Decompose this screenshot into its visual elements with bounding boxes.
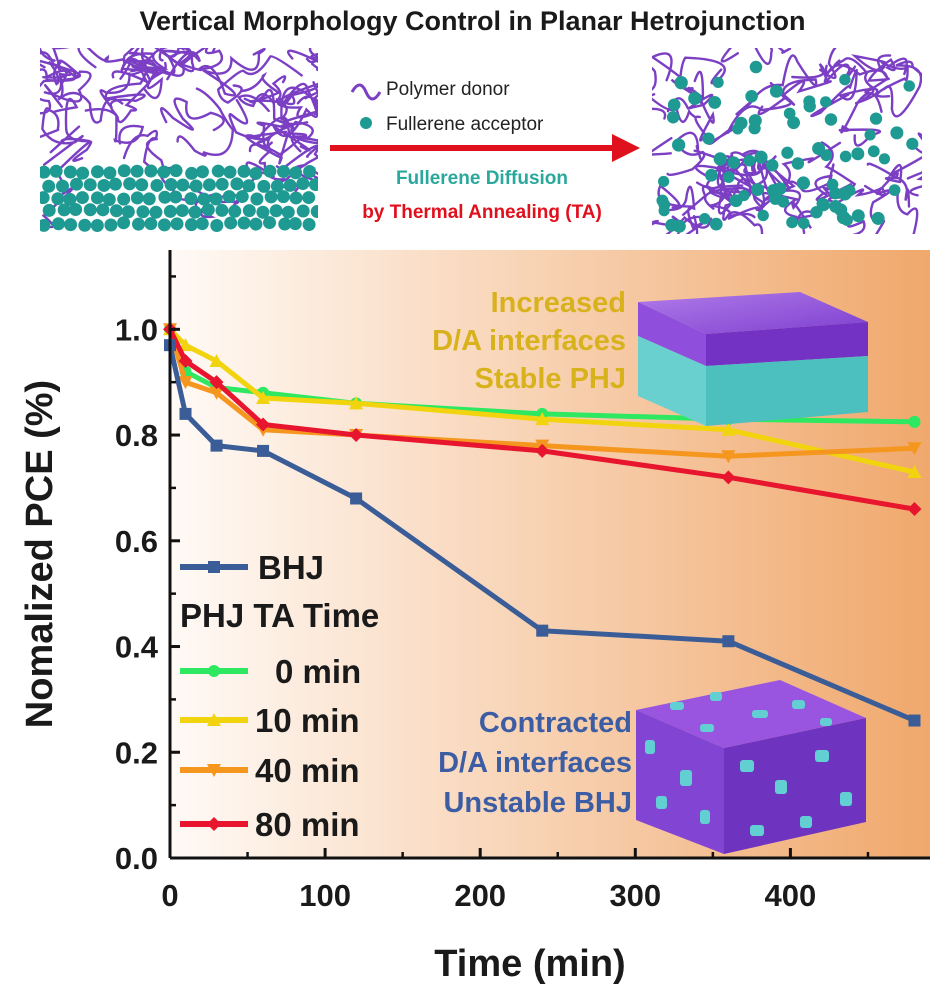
x-axis-title: Time (min) [434,943,625,985]
data-point-10-min [349,396,364,410]
data-point-40-min [209,386,224,400]
data-point-10-min [256,391,271,405]
diffusion-label: Fullerene Diffusion [396,168,568,189]
data-point-80-min [178,354,193,369]
stable-annotation-line-1: Increased [491,287,626,319]
series-line-40-min [167,328,915,459]
legend-marker-40-min [207,764,221,777]
legend-label-10-min: 10 min [255,702,360,739]
y-tick-label: 0.4 [115,630,159,665]
legend-label-bhj: BHJ [258,549,324,586]
legend-marker-bhj [208,561,220,573]
polymer-donor-legend-icon [350,83,382,101]
stable-annotation-line-2: D/A interfaces [432,325,626,357]
legend-title: PHJ TA Time [180,597,379,634]
initial-phj-morphology-image [40,48,318,232]
data-point-bhj [536,624,549,637]
data-point-10-min [178,338,193,352]
fullerene-acceptor-legend-icon [360,117,372,129]
thermal-annealing-label: by Thermal Annealing (TA) [362,202,602,223]
y-tick-label: 0.2 [115,735,158,770]
unstable-annotation-line-1: Contracted [479,707,632,739]
data-point-bhj [257,444,270,457]
data-point-80-min [209,375,224,390]
data-point-10-min [535,412,550,426]
legend: BHJ PHJ TA Time 0 min 10 min 40 min 80 min [180,549,379,843]
annealed-phj-morphology-image [652,48,922,234]
x-tick-label: 300 [609,878,661,913]
x-tick-label: 400 [765,878,817,913]
data-point-0-min [908,415,921,428]
data-point-bhj [722,635,735,648]
data-point-40-min [721,450,736,464]
data-point-bhj [210,439,223,452]
stable-phj-annotation: Increased D/A interfaces Stable PHJ [432,287,626,395]
legend-label-80-min: 80 min [255,806,360,843]
series-80-min [163,322,922,517]
stable-phj-cube-illustration [638,292,868,426]
y-axis-title: Nomalized PCE (%) [19,380,61,728]
data-point-80-min [349,428,364,443]
data-point-bhj [908,714,921,727]
polymer-donor-label: Polymer donor [386,79,510,100]
fullerene-acceptor-label: Fullerene acceptor [386,114,544,135]
stable-annotation-line-3: Stable PHJ [475,363,627,395]
data-point-bhj [350,492,363,505]
data-point-bhj [179,407,192,420]
pce-chart: Increased D/A interfaces Stable PHJ Cont… [19,250,930,985]
data-point-40-min [907,442,922,456]
legend-marker-0-min [208,665,220,677]
data-point-80-min [721,470,736,485]
data-point-80-min [535,443,550,458]
data-point-10-min [907,465,922,479]
data-point-80-min [256,417,271,432]
unstable-bhj-cube-illustration [636,680,866,854]
diffusion-arrow-icon [330,134,640,162]
y-tick-label: 0.6 [115,524,158,559]
unstable-annotation-line-2: D/A interfaces [438,747,632,779]
data-point-10-min [721,422,736,436]
series-bhj [164,339,921,727]
x-tick-label: 0 [161,878,178,913]
data-point-80-min [907,502,922,517]
y-tick-label: 0.8 [115,418,158,453]
x-tick-label: 200 [454,878,506,913]
data-point-10-min [209,354,224,368]
legend-marker-80-min [207,817,221,831]
unstable-annotation-line-3: Unstable BHJ [443,787,632,819]
unstable-bhj-annotation: Contracted D/A interfaces Unstable BHJ [438,707,632,819]
y-tick-label: 0.0 [115,841,158,876]
legend-marker-10-min [207,713,221,726]
legend-label-0-min: 0 min [275,653,361,690]
page-title: Vertical Morphology Control in Planar He… [139,6,806,36]
y-tick-label: 1.0 [115,312,158,347]
series-line-80-min [167,328,915,512]
morphology-schematic: Polymer donor Fullerene acceptor Fullere… [40,48,922,234]
x-tick-label: 100 [299,878,351,913]
legend-label-40-min: 40 min [255,752,360,789]
data-point-40-min [178,376,193,390]
